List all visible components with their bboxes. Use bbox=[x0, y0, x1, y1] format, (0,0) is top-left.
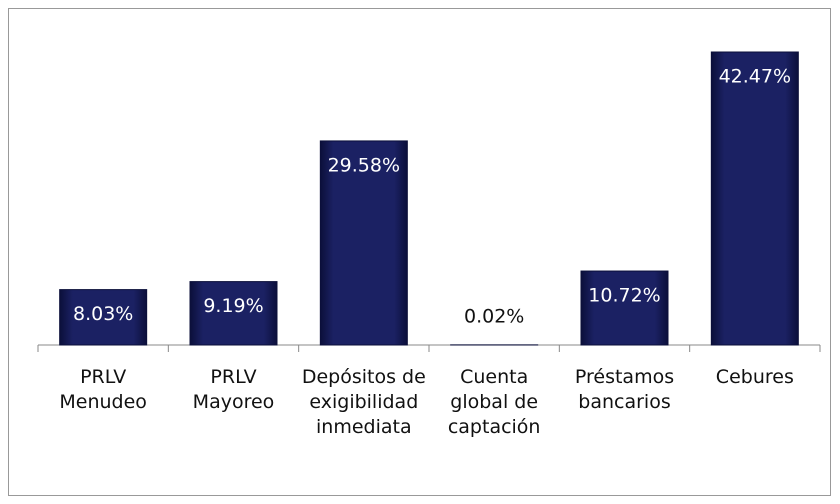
data-label: 42.47% bbox=[719, 66, 791, 88]
data-label: 8.03% bbox=[73, 303, 133, 325]
x-tick-label: Cuenta global de captación bbox=[447, 366, 541, 438]
x-tick-label: Depósitos de exigibilidad inmediata bbox=[301, 366, 426, 438]
x-tick-label: PRLV Menudeo bbox=[59, 366, 147, 413]
bar bbox=[580, 270, 669, 346]
data-label: 29.58% bbox=[328, 154, 400, 176]
x-tick-label: Préstamos bancarios bbox=[574, 366, 675, 413]
frame bbox=[8, 8, 831, 496]
data-label: 0.02% bbox=[464, 305, 524, 327]
data-label: 9.19% bbox=[203, 295, 263, 317]
bar bbox=[189, 281, 278, 346]
x-tick-label: PRLV Mayoreo bbox=[192, 366, 275, 413]
x-tick-label: Cebures bbox=[715, 366, 794, 388]
bar bbox=[319, 140, 408, 346]
bar bbox=[710, 51, 799, 346]
bar bbox=[59, 289, 148, 346]
data-label: 10.72% bbox=[588, 285, 660, 307]
